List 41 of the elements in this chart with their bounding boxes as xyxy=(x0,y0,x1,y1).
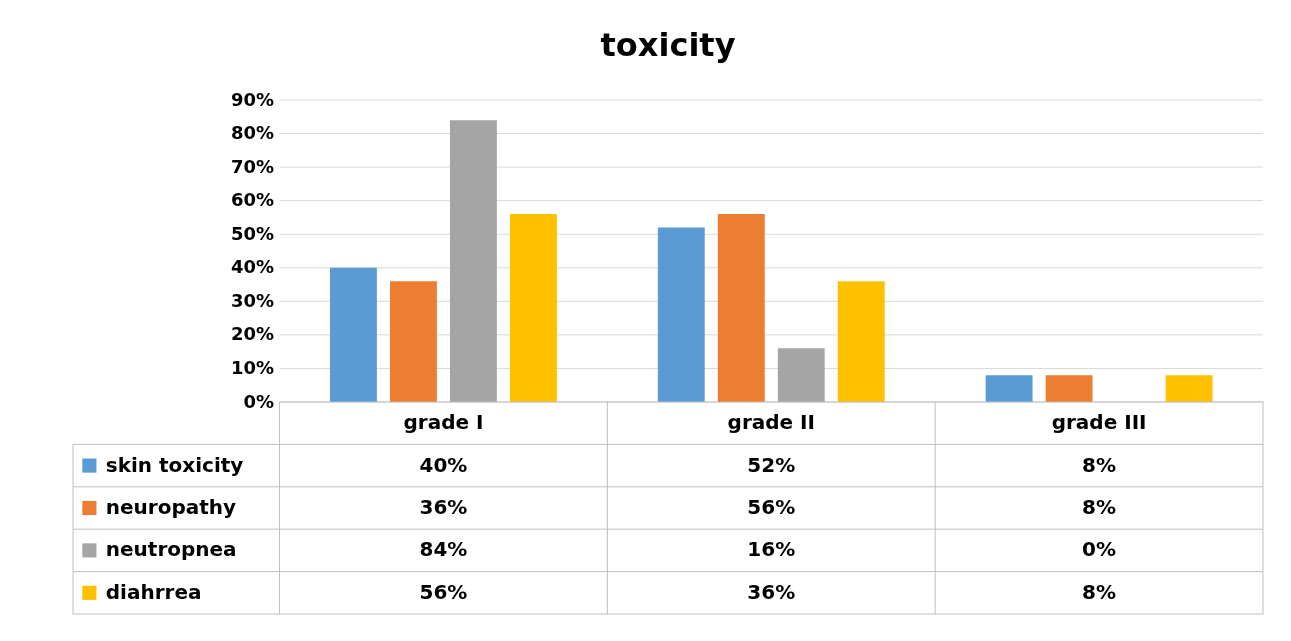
legend-label: neutropnea xyxy=(105,537,237,562)
y-tick-label: 50% xyxy=(230,222,275,244)
bar xyxy=(450,120,497,402)
y-tick-label: 90% xyxy=(230,88,275,110)
x-tick-label: grade I xyxy=(403,410,484,435)
bar xyxy=(1165,375,1213,402)
y-tick-label: 30% xyxy=(230,289,275,311)
legend-label: diahrrea xyxy=(105,579,202,604)
data-label: 8% xyxy=(1082,452,1117,477)
legend-label: neuropathy xyxy=(105,495,237,519)
data-label: 36% xyxy=(747,579,796,604)
data-label: 8% xyxy=(1082,495,1117,519)
bar xyxy=(509,214,557,402)
data-label: 56% xyxy=(419,579,468,604)
bar xyxy=(657,227,705,402)
data-label: 36% xyxy=(419,495,468,519)
bar xyxy=(717,214,765,402)
bar xyxy=(390,281,437,402)
data-label: 52% xyxy=(747,452,796,477)
bar xyxy=(330,267,377,402)
bar xyxy=(1045,375,1093,402)
y-tick-label: 70% xyxy=(230,155,275,177)
legend-label: skin toxicity xyxy=(105,452,244,477)
bar xyxy=(777,348,825,402)
data-label: 8% xyxy=(1082,579,1117,604)
bar xyxy=(985,375,1033,402)
data-label: 40% xyxy=(419,452,468,477)
y-tick-label: 40% xyxy=(230,256,275,278)
data-label: 84% xyxy=(419,537,468,562)
y-tick-label: 80% xyxy=(230,122,275,144)
chart-title: toxicity xyxy=(600,26,736,64)
data-label: 16% xyxy=(747,537,796,562)
y-tick-label: 10% xyxy=(230,356,275,378)
data-label: 56% xyxy=(747,495,796,519)
y-tick-label: 20% xyxy=(230,323,275,345)
y-tick-label: 60% xyxy=(230,189,275,211)
y-tick-label: 0% xyxy=(243,390,275,412)
x-tick-label: grade II xyxy=(727,410,815,435)
bar xyxy=(837,281,885,402)
data-label: 0% xyxy=(1082,537,1117,562)
x-tick-label: grade III xyxy=(1051,410,1147,435)
